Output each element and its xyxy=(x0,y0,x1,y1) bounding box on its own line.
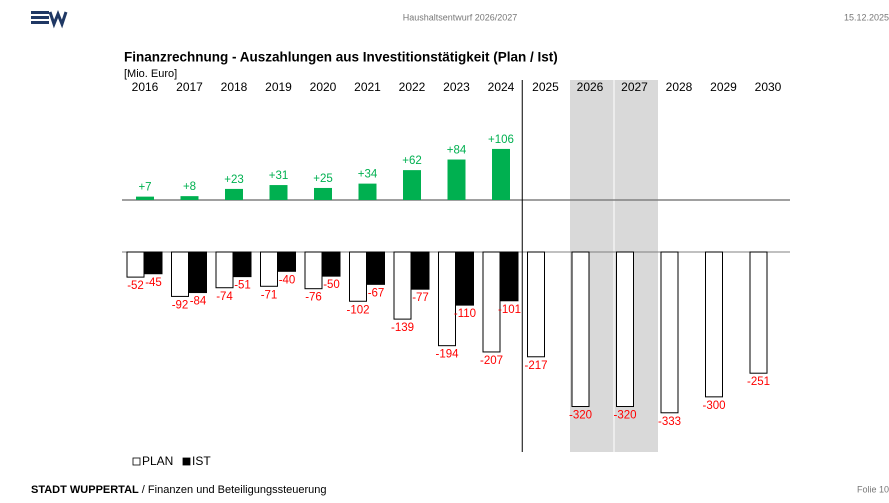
ist-label: -50 xyxy=(323,279,340,291)
difference-label: +23 xyxy=(224,174,244,186)
ist-label: -45 xyxy=(145,277,162,289)
year-label: 2027 xyxy=(621,80,648,94)
ist-bar xyxy=(233,251,252,278)
ist-label: -84 xyxy=(190,296,207,308)
difference-label: +8 xyxy=(183,181,196,193)
ist-label: -40 xyxy=(279,274,296,286)
difference-label: +25 xyxy=(313,173,333,185)
difference-bar xyxy=(447,159,466,200)
difference-label: +31 xyxy=(269,170,289,182)
ist-bar xyxy=(367,251,385,285)
difference-label: +84 xyxy=(447,145,467,157)
year-label: 2020 xyxy=(310,80,337,94)
plan-label: -320 xyxy=(613,410,636,422)
difference-label: +106 xyxy=(488,134,514,146)
difference-label: +62 xyxy=(402,155,422,167)
plan-label: -139 xyxy=(391,322,414,334)
plan-bar xyxy=(705,251,723,398)
year-label: 2024 xyxy=(488,80,515,94)
ist-bar xyxy=(500,251,519,302)
plan-bar xyxy=(304,251,323,290)
plan-label: -207 xyxy=(480,355,503,367)
difference-label: +34 xyxy=(358,169,378,181)
year-label: 2029 xyxy=(710,80,737,94)
difference-bar xyxy=(180,196,199,200)
year-label: 2028 xyxy=(666,80,693,94)
plan-bar xyxy=(527,251,545,358)
year-label: 2023 xyxy=(443,80,470,94)
plan-label: -74 xyxy=(216,291,233,303)
plan-label: -251 xyxy=(747,376,770,388)
year-label: 2016 xyxy=(132,80,159,94)
ist-bar xyxy=(189,251,207,294)
logo xyxy=(31,9,68,29)
ist-label: -77 xyxy=(412,292,429,304)
plan-label: -52 xyxy=(127,280,144,292)
difference-bar xyxy=(225,188,243,200)
plan-label: -300 xyxy=(702,400,725,412)
plan-bar xyxy=(260,251,278,287)
header-date: 15.12.2025 xyxy=(844,12,889,22)
plan-label: -76 xyxy=(305,292,322,304)
ist-label: -67 xyxy=(368,287,385,299)
ist-bar xyxy=(456,251,474,306)
year-label: 2026 xyxy=(577,80,604,94)
footer-org: STADT WUPPERTAL xyxy=(31,484,139,496)
plan-bar xyxy=(215,251,234,289)
difference-bar xyxy=(314,187,332,200)
slide-number: Folie 10 xyxy=(857,484,889,494)
ist-bar xyxy=(322,251,341,277)
year-label: 2021 xyxy=(354,80,381,94)
plan-bar xyxy=(571,251,590,408)
year-label: 2025 xyxy=(532,80,559,94)
difference-bar xyxy=(136,196,154,200)
plan-bar xyxy=(482,251,501,353)
legend-swatch xyxy=(132,457,141,466)
plan-label: -320 xyxy=(569,410,592,422)
difference-bar xyxy=(492,148,510,200)
plan-bar xyxy=(126,251,145,278)
difference-label: +7 xyxy=(138,182,151,194)
difference-bar xyxy=(403,170,421,200)
plot: 2016 2017 2018 2019 2020 2021 2022 2023 2024 2025… xyxy=(122,80,790,468)
plan-label: -333 xyxy=(658,416,681,428)
difference-bar xyxy=(358,183,377,200)
year-label: 2018 xyxy=(221,80,248,94)
chart-title: Finanzrechnung - Auszahlungen aus Invest… xyxy=(124,50,558,65)
plan-label: -217 xyxy=(524,360,547,372)
plan-bar xyxy=(349,251,367,302)
plan-bar xyxy=(393,251,412,320)
plan-bar xyxy=(749,251,768,374)
ist-bar xyxy=(144,251,163,275)
plan-bar xyxy=(616,251,634,408)
plan-label: -92 xyxy=(172,299,189,311)
footer: STADT WUPPERTAL / Finanzen und Beteiligu… xyxy=(31,484,327,496)
year-label: 2022 xyxy=(399,80,426,94)
legend-label: PLAN xyxy=(142,454,173,468)
legend-label: IST xyxy=(192,454,211,468)
year-label: 2030 xyxy=(755,80,782,94)
ist-bar xyxy=(411,251,430,290)
ist-label: -51 xyxy=(234,280,251,292)
ist-label: -101 xyxy=(498,304,521,316)
ist-label: -110 xyxy=(454,308,476,320)
plan-label: -71 xyxy=(261,289,278,301)
plan-bar xyxy=(660,251,679,414)
difference-bar xyxy=(269,185,288,200)
legend-swatch xyxy=(182,457,191,466)
plan-label: -194 xyxy=(435,349,459,361)
unit-label: [Mio. Euro] xyxy=(124,68,177,80)
ist-bar xyxy=(278,251,296,272)
footer-dept: / Finanzen und Beteiligungssteuerung xyxy=(139,484,327,496)
plan-label: -102 xyxy=(346,304,369,316)
header-subtitle: Haushaltsentwurf 2026/2027 xyxy=(403,12,518,22)
plan-bar xyxy=(171,251,189,297)
plan-bar xyxy=(438,251,456,347)
year-label: 2017 xyxy=(176,80,203,94)
year-label: 2019 xyxy=(265,80,292,94)
